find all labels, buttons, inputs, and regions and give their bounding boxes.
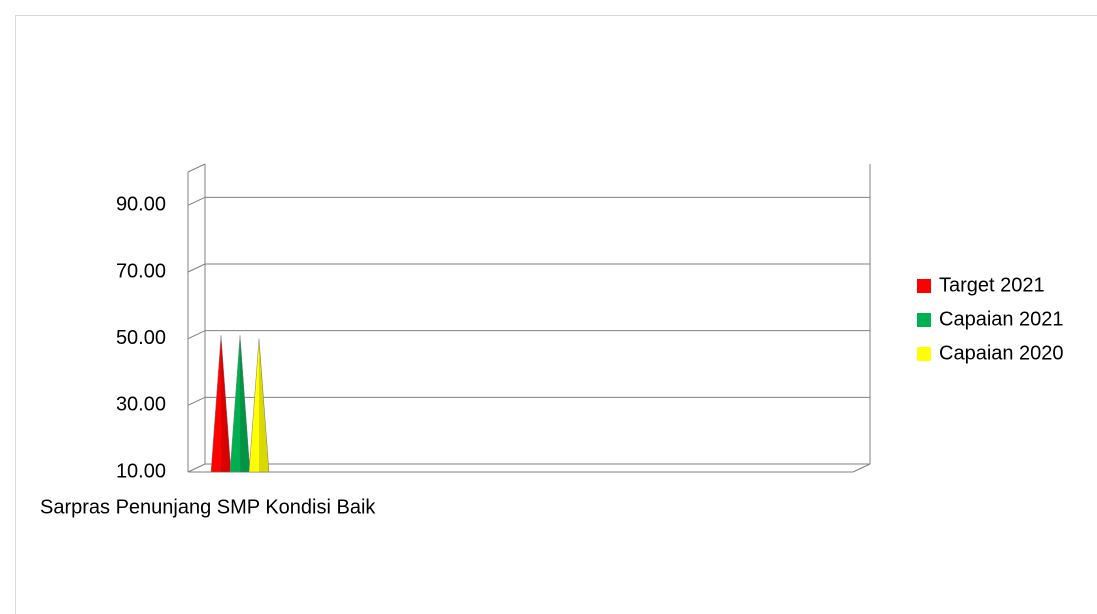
- side-grid-line: [187, 263, 206, 273]
- y-tick-label: 50.00: [116, 327, 166, 349]
- y-tick-label: 70.00: [116, 260, 166, 282]
- legend-label: Target 2021: [939, 274, 1045, 296]
- pyramid-shade: [240, 335, 250, 472]
- side-grid-line: [187, 463, 206, 473]
- pyramid: [229, 335, 251, 473]
- legend-swatch: [917, 279, 931, 293]
- y-tick-label: 30.00: [116, 394, 166, 416]
- y-tick-label: 90.00: [116, 194, 166, 216]
- legend-swatch: [917, 313, 931, 327]
- pyramid: [210, 335, 232, 473]
- x-tick-label: Sarpras Penunjang SMP Kondisi Baik: [40, 496, 376, 518]
- side-grid-line: [187, 396, 206, 406]
- legend-label: Capaian 2020: [939, 342, 1064, 364]
- floor-right: [852, 463, 871, 473]
- side-grid-line: [187, 196, 206, 206]
- legend-label: Capaian 2021: [939, 308, 1064, 330]
- pyramid-shade: [259, 338, 269, 472]
- wall-top-edge: [187, 163, 206, 173]
- pyramid-shade: [221, 335, 231, 472]
- legend-swatch: [917, 347, 931, 361]
- y-tick-label: 10.00: [116, 460, 166, 482]
- pyramid: [248, 338, 270, 473]
- chart-frame: [15, 15, 1097, 614]
- side-grid-line: [187, 330, 206, 340]
